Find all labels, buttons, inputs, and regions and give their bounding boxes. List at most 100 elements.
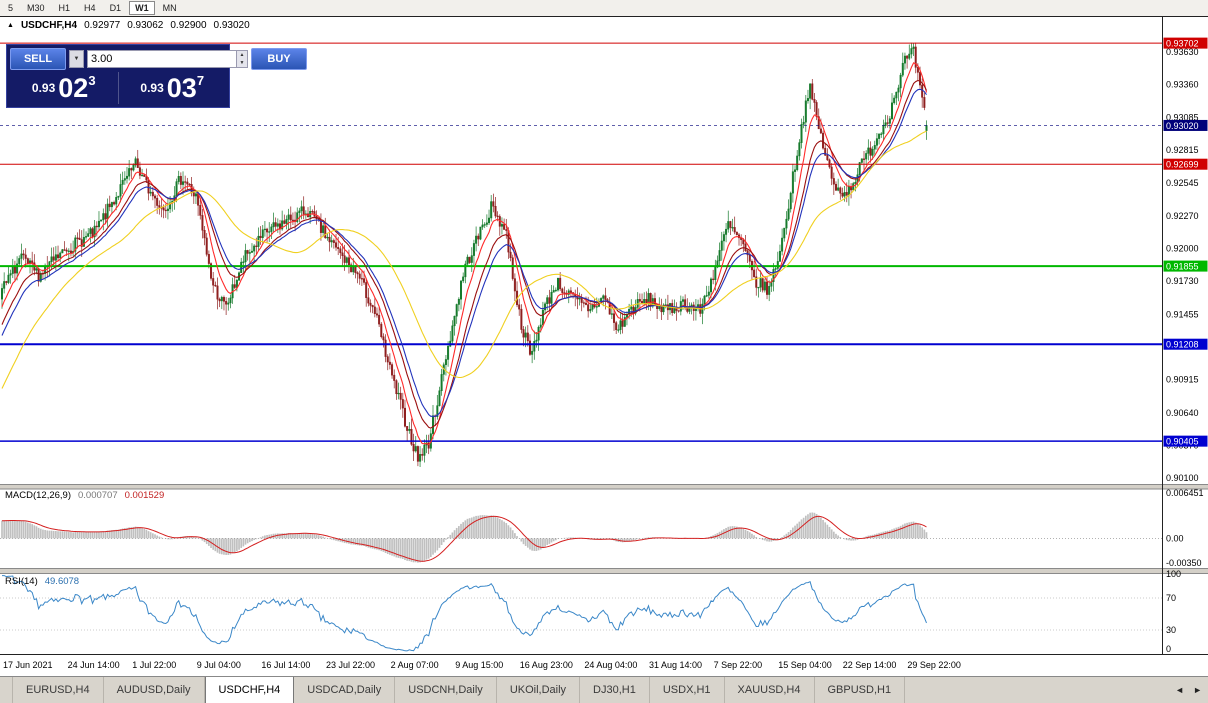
macd-signal-line xyxy=(1,515,927,562)
rsi-label: RSI(14) 49.6078 xyxy=(5,576,79,587)
buy-button[interactable]: BUY xyxy=(251,48,307,70)
svg-text:0.93702: 0.93702 xyxy=(1166,39,1199,49)
tab-audusd-daily[interactable]: AUDUSD,Daily xyxy=(104,677,205,703)
tab-usdcad-daily[interactable]: USDCAD,Daily xyxy=(294,677,396,703)
timeframe-button-m30[interactable]: M30 xyxy=(27,3,45,13)
price-badge-0.91208: 0.91208 xyxy=(1163,338,1208,350)
timeframe-button-h1[interactable]: H1 xyxy=(58,3,71,13)
time-axis-label: 17 Jun 2021 xyxy=(3,660,53,670)
time-axis-label: 23 Jul 22:00 xyxy=(326,660,375,670)
price-axis-label: 0.92270 xyxy=(1166,211,1199,221)
tab-eurusd-h4[interactable]: EURUSD,H4 xyxy=(12,677,104,703)
ma-slowest-yellow xyxy=(1,130,927,389)
timeframe-button-5[interactable]: 5 xyxy=(8,3,14,13)
time-axis-label: 1 Jul 22:00 xyxy=(132,660,176,670)
timeframe-button-h4[interactable]: H4 xyxy=(84,3,96,13)
chart-title: ▲ USDCHF,H4 0.92977 0.93062 0.92900 0.93… xyxy=(7,20,250,31)
one-click-trading-panel: SELL ▼ ▲ ▼ BUY 0.93 02 3 0.9 xyxy=(6,44,307,108)
price-axis-label: 0.93630 xyxy=(1166,47,1199,57)
buy-price-prefix: 0.93 xyxy=(140,81,164,95)
tab-usdchf-h4[interactable]: USDCHF,H4 xyxy=(204,677,295,703)
tabs-container: EURUSD,H4 AUDUSD,Daily USDCHF,H4 USDCAD,Dai… xyxy=(12,677,906,703)
buy-price-display[interactable]: 0.93 03 7 xyxy=(117,72,227,104)
chart-background xyxy=(0,16,1208,676)
tab-usdcnh-daily[interactable]: USDCNH,Daily xyxy=(395,677,497,703)
sell-price-sup: 3 xyxy=(88,72,96,88)
tab-dj30-h1[interactable]: DJ30,H1 xyxy=(580,677,650,703)
sell-price-display[interactable]: 0.93 02 3 xyxy=(10,72,118,104)
macd-label: MACD(12,26,9) 0.000707 0.001529 xyxy=(5,490,164,501)
time-axis-label: 9 Aug 15:00 xyxy=(455,660,503,670)
tab-scroll-arrows: ◄ ► xyxy=(1175,677,1202,703)
price-badge-0.91855: 0.91855 xyxy=(1163,260,1208,272)
timeframe-toolbar: 5 M30 H1 H4 D1 W1 MN xyxy=(0,0,1208,16)
tab-usdx-h1[interactable]: USDX,H1 xyxy=(650,677,725,703)
time-axis-label: 2 Aug 07:00 xyxy=(391,660,439,670)
macd-axis-label: 0.006451 xyxy=(1166,488,1204,498)
price-axis-label: 0.91730 xyxy=(1166,276,1199,286)
rsi-name: RSI(14) xyxy=(5,576,38,587)
volume-spinner-up-icon[interactable]: ▲ xyxy=(236,51,247,59)
macd-signal-value: 0.001529 xyxy=(124,490,165,501)
price-badge-0.90405: 0.90405 xyxy=(1163,435,1208,447)
price-axis-label: 0.93085 xyxy=(1166,113,1199,123)
rsi-axis-label: 70 xyxy=(1166,593,1176,603)
svg-text:0.90405: 0.90405 xyxy=(1166,437,1199,447)
rsi-axis-label: 0 xyxy=(1166,644,1171,654)
svg-text:0.91855: 0.91855 xyxy=(1166,262,1199,272)
time-axis-label: 9 Jul 04:00 xyxy=(197,660,241,670)
chart-canvas[interactable]: 0.93630 0.93360 0.93085 0.92815 0.92545 0.922… xyxy=(0,0,1208,676)
ma-slow-blue xyxy=(1,88,927,417)
svg-text:0.91208: 0.91208 xyxy=(1166,340,1199,350)
tab-scroll-right-icon[interactable]: ► xyxy=(1193,685,1202,695)
time-axis-label: 24 Aug 04:00 xyxy=(584,660,637,670)
time-axis-label: 16 Aug 23:00 xyxy=(520,660,573,670)
sell-price-prefix: 0.93 xyxy=(31,81,56,95)
chart-low-value: 0.92900 xyxy=(170,20,207,31)
price-axis-label: 0.93360 xyxy=(1166,79,1199,89)
chart-stage: 0.93630 0.93360 0.93085 0.92815 0.92545 0.922… xyxy=(0,0,1208,676)
price-axis-label: 0.90100 xyxy=(1166,473,1199,483)
time-axis-label: 31 Aug 14:00 xyxy=(649,660,702,670)
macd-axis-label: -0.00350 xyxy=(1166,558,1202,568)
tab-ukoil-daily[interactable]: UKOil,Daily xyxy=(497,677,581,703)
volume-input[interactable] xyxy=(88,51,236,67)
buy-price-sup: 7 xyxy=(196,72,205,88)
rsi-axis-label: 100 xyxy=(1166,569,1181,579)
one-click-collapse-icon[interactable]: ▲ xyxy=(7,22,14,29)
rsi-layer xyxy=(0,575,1162,652)
svg-text:0.93020: 0.93020 xyxy=(1166,121,1199,131)
sell-price-big: 02 xyxy=(58,73,89,103)
rsi-axis-label: 30 xyxy=(1166,625,1176,635)
chart-high-value: 0.93062 xyxy=(127,20,164,31)
volume-preset-dropdown[interactable]: ▼ xyxy=(69,50,84,68)
macd-axis-label: 0.00 xyxy=(1166,533,1184,543)
time-axis-label: 22 Sep 14:00 xyxy=(843,660,897,670)
volume-spinner-down-icon[interactable]: ▼ xyxy=(236,59,247,67)
price-badge-0.92699: 0.92699 xyxy=(1163,158,1208,170)
time-axis-label: 15 Sep 04:00 xyxy=(778,660,832,670)
tab-scroll-left-icon[interactable]: ◄ xyxy=(1175,685,1185,695)
sell-button[interactable]: SELL xyxy=(10,48,66,70)
timeframe-button-w1[interactable]: W1 xyxy=(129,1,155,15)
chart-tabbar: EURUSD,H4 AUDUSD,Daily USDCHF,H4 USDCAD,Dai… xyxy=(0,676,1208,703)
price-axis-label: 0.91455 xyxy=(1166,309,1199,319)
time-axis-label: 7 Sep 22:00 xyxy=(714,660,763,670)
time-axis-label: 24 Jun 14:00 xyxy=(68,660,120,670)
price-axis-label: 0.92545 xyxy=(1166,178,1199,188)
timeframe-button-mn[interactable]: MN xyxy=(162,3,177,13)
tab-gbpusd-h1[interactable]: GBPUSD,H1 xyxy=(815,677,906,703)
price-badge-0.93702: 0.93702 xyxy=(1163,37,1208,49)
chart-close-value: 0.93020 xyxy=(213,20,250,31)
chart-open-value: 0.92977 xyxy=(84,20,121,31)
rsi-value: 49.6078 xyxy=(44,576,80,587)
panel-splitter[interactable] xyxy=(0,484,1208,490)
macd-layer xyxy=(0,512,1162,563)
macd-name: MACD(12,26,9) xyxy=(5,490,71,501)
tab-xauusd-h4[interactable]: XAUUSD,H4 xyxy=(725,677,815,703)
panel-splitter[interactable] xyxy=(0,568,1208,574)
svg-text:0.92699: 0.92699 xyxy=(1166,160,1199,170)
price-axis-label: 0.90915 xyxy=(1166,375,1199,385)
timeframe-button-d1[interactable]: D1 xyxy=(109,3,122,13)
